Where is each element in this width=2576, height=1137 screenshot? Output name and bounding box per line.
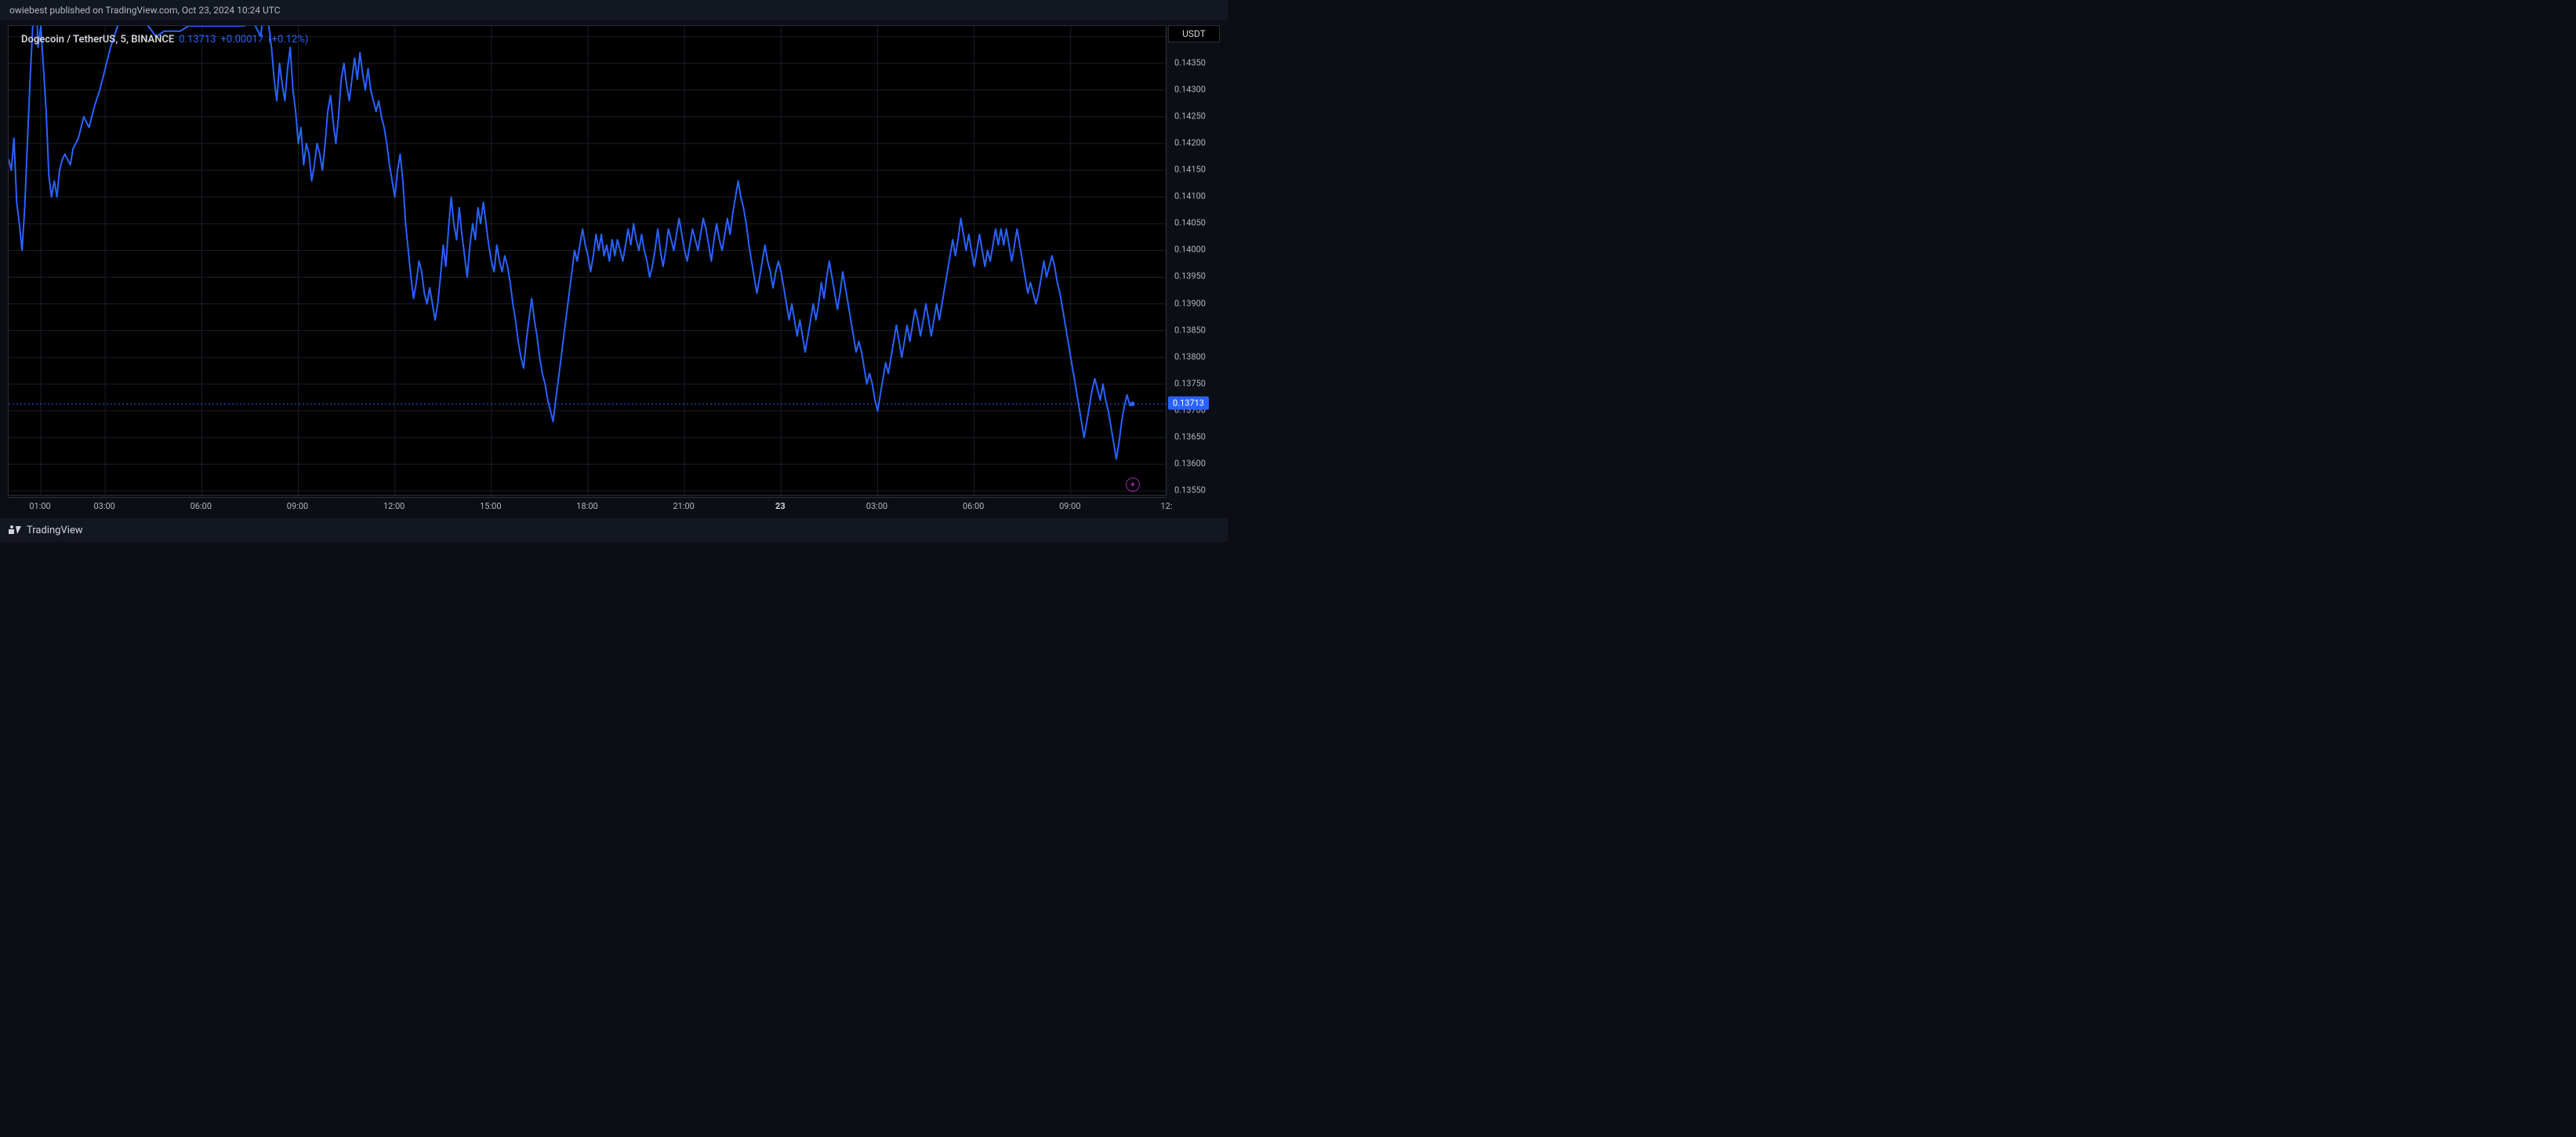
y-tick-label: 0.14350 [1168,57,1206,67]
y-tick-label: 0.14200 [1168,138,1206,148]
chart-plot-area[interactable]: Dogecoin / TetherUS, 5, BINANCE 0.13713 … [8,25,1166,496]
chart-grid [9,26,1167,496]
legend-change-pct: (+0.12%) [268,34,308,45]
x-tick-label: 06:00 [190,501,212,511]
x-tick-label: 06:00 [963,501,984,511]
x-tick-label: 09:00 [287,501,308,511]
x-tick-label: 09:00 [1059,501,1080,511]
y-tick-label: 0.13600 [1168,459,1206,469]
y-tick-label: 0.13950 [1168,271,1206,282]
y-tick-label: 0.14250 [1168,111,1206,121]
publish-info-bar: owiebest published on TradingView.com, O… [0,0,1228,20]
y-tick-label: 0.13550 [1168,485,1206,496]
x-tick-label: 18:00 [576,501,597,511]
current-price-axis-label: 0.13713 [1168,397,1209,410]
y-tick-label: 0.13800 [1168,351,1206,361]
x-tick-label: 21:00 [673,501,694,511]
x-tick-label: 15:00 [480,501,501,511]
x-axis[interactable]: 01:00 03:00 06:00 09:00 12:00 15:00 18:00 21:00… [8,497,1166,518]
chart-container: Dogecoin / TetherUS, 5, BINANCE 0.13713 … [0,20,1228,518]
chart-svg [9,26,1167,496]
y-tick-label: 0.13900 [1168,298,1206,308]
y-tick-label: 0.13850 [1168,325,1206,335]
publish-info-text: owiebest published on TradingView.com, O… [9,5,281,16]
legend-symbol: Dogecoin / TetherUS, 5, BINANCE [21,34,174,45]
x-tick-label: 01:00 [29,501,50,511]
legend-change: +0.00017 [221,34,264,45]
x-tick-label: 23 [775,501,785,511]
footer-brand: TradingView [27,525,83,536]
tradingview-logo-icon [8,523,22,537]
y-tick-label: 0.14150 [1168,165,1206,175]
lightning-icon[interactable] [1126,478,1140,492]
price-series-line [9,26,1133,459]
footer-bar: TradingView [0,518,1228,542]
x-tick-label: 03:00 [866,501,887,511]
y-tick-label: 0.13750 [1168,378,1206,388]
x-tick-label: 03:00 [93,501,114,511]
x-tick-label: 12: [1160,501,1172,511]
chart-legend[interactable]: Dogecoin / TetherUS, 5, BINANCE 0.13713 … [21,34,308,45]
legend-price: 0.13713 [179,34,216,45]
y-axis[interactable]: 0.14350 0.14300 0.14250 0.14200 0.14150 0.141… [1168,25,1225,496]
x-tick-label: 12:00 [383,501,405,511]
y-tick-label: 0.14300 [1168,84,1206,94]
y-tick-label: 0.14000 [1168,245,1206,255]
y-tick-label: 0.13650 [1168,432,1206,442]
y-tick-label: 0.14100 [1168,191,1206,202]
last-price-point [1130,401,1135,406]
y-tick-label: 0.14050 [1168,218,1206,228]
